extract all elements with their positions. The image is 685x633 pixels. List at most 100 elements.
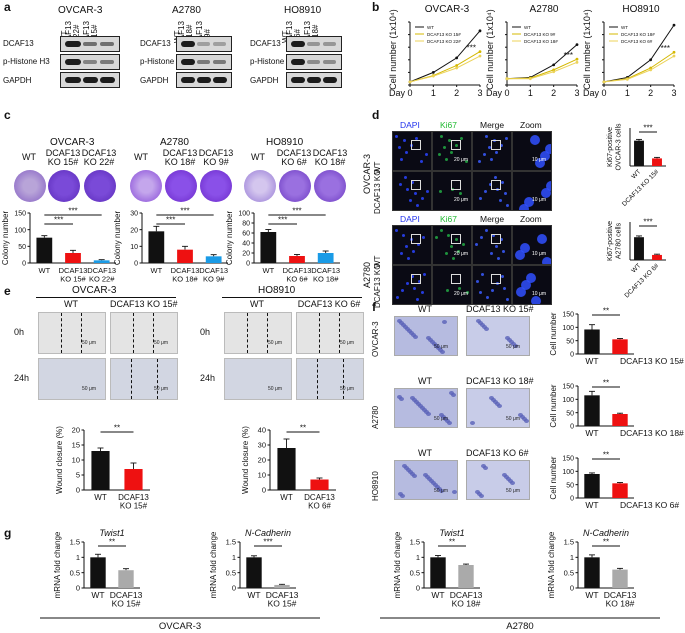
wound-edge: [133, 313, 134, 353]
gene-title: N-Cadherin: [245, 528, 291, 538]
category-label: WT: [585, 500, 598, 510]
nucleus: [400, 158, 403, 161]
f-column-label: WT: [418, 376, 432, 386]
nucleus: [485, 229, 488, 232]
stained-cell: [483, 466, 488, 470]
nucleus: [497, 257, 500, 260]
y-tick-label: 1.5: [226, 538, 236, 547]
significance-label: **: [109, 538, 115, 547]
nucleus: [541, 188, 551, 198]
nucleus: [483, 153, 486, 156]
y-tick-label: 50: [566, 482, 574, 489]
category-label: WT: [630, 262, 642, 274]
bar: [612, 339, 628, 354]
nucleus: [423, 273, 426, 276]
stained-cell: [452, 490, 457, 494]
legend-label: DCAF13 KO 6#: [621, 39, 653, 44]
scale-label: 50 μm: [154, 340, 168, 346]
micrograph: [512, 131, 552, 171]
bar: [584, 395, 600, 426]
micrograph: [512, 171, 552, 211]
category-label: WT: [262, 266, 274, 275]
nucleus: [416, 204, 419, 207]
data-point: [408, 80, 412, 84]
series-line: [603, 24, 675, 83]
g-cell-label: A2780: [506, 621, 533, 632]
zoom-region: [451, 180, 461, 190]
stained-cell: [510, 481, 515, 485]
category-label: DCAF13 KO 18#: [311, 266, 340, 283]
stained-cell: [426, 412, 431, 416]
western-blot: [60, 36, 120, 52]
nucleus: [400, 252, 403, 255]
bar: [584, 329, 600, 354]
category-label: WT: [431, 590, 444, 600]
bar: [317, 253, 334, 263]
significance-label: **: [603, 307, 609, 316]
scale-label: 50 μm: [434, 344, 448, 350]
scale-label: 10 μm: [532, 197, 546, 203]
y-tick-label: 10: [258, 471, 266, 480]
scale-label: 50 μm: [506, 344, 520, 350]
nucleus: [435, 236, 438, 239]
a-row-label: p-Histone H3: [3, 57, 50, 66]
nucleus: [406, 188, 409, 191]
wound-edge: [319, 313, 320, 353]
category-label: WT: [247, 590, 260, 600]
series-line: [603, 51, 675, 83]
y-tick-label: 0: [570, 352, 574, 359]
stained-cell: [440, 350, 445, 354]
nucleus: [409, 199, 412, 202]
bar: [36, 237, 53, 263]
bar: [93, 260, 110, 263]
nucleus: [445, 252, 448, 255]
scale-label: 50 μm: [268, 386, 282, 392]
category-label: WT: [585, 356, 598, 366]
nucleus: [491, 289, 494, 292]
nucleus: [479, 291, 482, 294]
nucleus: [535, 158, 545, 168]
significance-label: ***: [661, 44, 670, 53]
nucleus: [504, 192, 507, 195]
y-axis-label: Cell number (1x10⁴): [388, 9, 398, 89]
chart-title: HO8910: [622, 4, 660, 15]
significance-label: **: [603, 451, 609, 460]
colony-dish: [200, 170, 232, 202]
x-tick-label: 1: [528, 88, 533, 98]
y-tick-label: 0: [262, 486, 266, 495]
bar: [65, 253, 81, 263]
y-axis-label: mRNA fold change: [547, 531, 556, 598]
nucleus: [466, 291, 469, 294]
nucleus: [526, 273, 536, 283]
nucleus: [490, 158, 493, 161]
zoom-region: [491, 180, 501, 190]
y-tick-label: 1: [232, 553, 236, 562]
significance-label: **: [603, 538, 609, 547]
y-axis-label: Cell number: [549, 312, 558, 355]
scale-label: 50 μm: [268, 340, 282, 346]
category-label: DCAF13 KO 15#: [620, 356, 684, 366]
zoom-region: [491, 140, 501, 150]
nucleus: [426, 190, 429, 193]
nucleus: [519, 204, 529, 210]
nucleus: [481, 273, 484, 276]
nucleus: [447, 234, 450, 237]
nucleus: [450, 245, 453, 248]
chart-title: A2780: [530, 4, 559, 15]
a-row-label: GAPDH: [250, 76, 279, 85]
nucleus: [446, 289, 449, 292]
panel-b-label: b: [372, 0, 380, 14]
y-tick-label: 100: [562, 397, 574, 404]
bar: [205, 256, 222, 263]
bar: [277, 448, 296, 490]
nucleus: [462, 243, 465, 246]
nucleus: [458, 287, 461, 290]
category-label: DCAF13 KO 15#: [110, 590, 143, 609]
d-column-label: DAPI: [400, 120, 420, 130]
nucleus: [503, 287, 506, 290]
wound-edge: [267, 313, 268, 353]
nucleus: [421, 197, 424, 200]
a-cell-ho8910: HO8910: [284, 5, 322, 16]
western-blot: [60, 54, 120, 70]
colony-dish: [314, 170, 346, 202]
